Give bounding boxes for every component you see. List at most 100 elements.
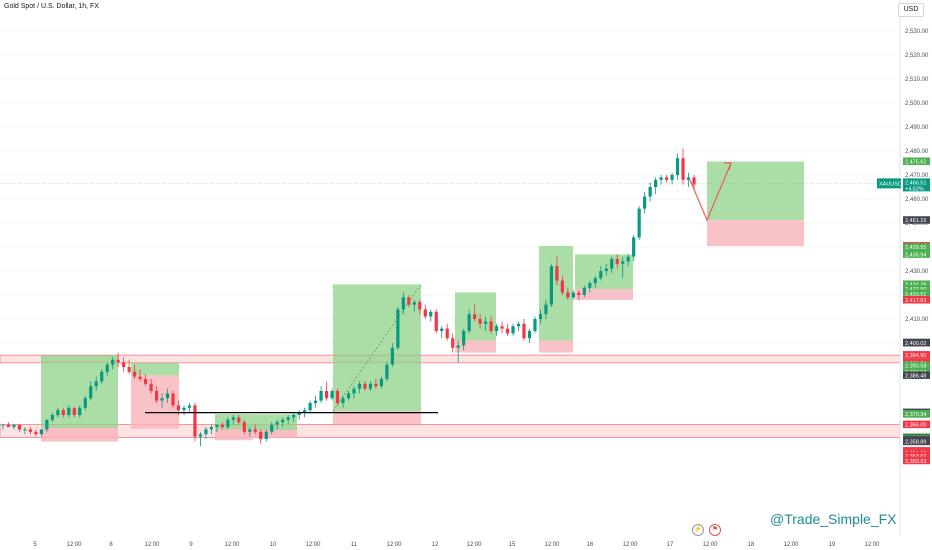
candle-body — [659, 177, 663, 180]
loss-zone — [131, 375, 179, 429]
candle-body — [681, 158, 685, 180]
candle-body — [555, 266, 559, 281]
price-label-box — [903, 295, 930, 304]
x-tick-label: 12:00 — [224, 542, 240, 548]
y-tick-label: 2,510.00 — [905, 77, 929, 83]
candle-body — [292, 415, 296, 418]
candle-body — [286, 417, 290, 420]
candle-body — [264, 431, 268, 439]
candle-body — [324, 391, 329, 399]
x-tick-label: 19 — [829, 542, 836, 548]
candle-body — [116, 359, 120, 363]
candle-body — [692, 177, 696, 185]
candle-body — [610, 259, 614, 269]
candle-body — [100, 371, 104, 382]
candle-body — [72, 407, 76, 415]
watermark: @Trade_Simple_FX — [770, 511, 897, 527]
candle-body — [198, 434, 203, 437]
price-label: 2,451.15 — [905, 218, 926, 224]
x-tick-label: 18 — [748, 542, 755, 548]
price-labels: 2,475.622,451.152,440.382,439.952,436.94… — [877, 157, 930, 465]
price-label: 2,394.90 — [905, 353, 926, 359]
candle-body — [484, 321, 488, 324]
trade-arrow-head — [724, 162, 732, 171]
x-tick-label: 12:00 — [144, 542, 160, 548]
candle-body — [566, 292, 570, 298]
candle-body — [478, 319, 482, 324]
candle-body — [204, 429, 208, 435]
candle-body — [588, 283, 592, 288]
candle-body — [237, 417, 241, 423]
calendar-flag-icon[interactable]: ⚑ — [709, 524, 721, 536]
price-label-box — [903, 243, 930, 251]
candle-body — [396, 309, 400, 348]
x-tick-label: 10 — [270, 542, 277, 548]
y-tick-label: 2,470.00 — [905, 173, 929, 179]
candle-body — [187, 405, 192, 408]
loss-zone — [215, 429, 253, 441]
candle-body — [648, 187, 652, 197]
candle-body — [582, 287, 586, 295]
x-tick-label: 9 — [189, 542, 193, 548]
candle-body — [94, 381, 98, 387]
y-tick-label: 2,480.00 — [905, 149, 929, 155]
candle-body — [193, 405, 197, 437]
candle-body — [560, 280, 564, 293]
x-tick-label: 12 — [432, 542, 439, 548]
price-label-box — [903, 410, 930, 418]
candle-body — [489, 321, 493, 331]
drawing-overlay — [0, 162, 900, 414]
candle-body — [363, 383, 367, 389]
candle-body — [28, 429, 33, 432]
price-label-box — [903, 285, 930, 293]
candle-body — [401, 297, 405, 310]
candle-body — [308, 403, 312, 411]
price-label-box — [903, 338, 930, 347]
candle-body — [1, 424, 5, 426]
lightning-icon[interactable]: ⚡ — [692, 524, 704, 536]
currency-selector[interactable]: USD — [898, 3, 924, 17]
candle-body — [494, 326, 499, 331]
candle-body — [127, 367, 131, 372]
price-label: 2,400.02 — [905, 341, 926, 347]
x-tick-label: 12:00 — [544, 542, 560, 548]
price-label: 2,370.34 — [905, 412, 926, 418]
candle-body — [270, 424, 274, 432]
loss-zone — [455, 340, 496, 353]
x-tick-label: 12:00 — [386, 542, 402, 548]
candle-body — [505, 328, 510, 334]
zone-diagonal — [332, 284, 422, 412]
price-label: 2,475.62 — [905, 160, 926, 166]
candle-body — [577, 292, 581, 295]
candle-body — [451, 338, 455, 348]
candle-body — [467, 314, 471, 331]
candle-body — [643, 196, 647, 209]
candle-body — [105, 364, 109, 372]
candle-body — [50, 415, 54, 420]
candle-body — [259, 431, 263, 439]
loss-zone — [707, 220, 804, 247]
candle-body — [6, 424, 11, 427]
loss-zone — [539, 340, 573, 353]
candle-body — [45, 419, 49, 430]
candle-body — [39, 429, 43, 435]
candle-body — [111, 359, 115, 365]
x-tick-label: 12:00 — [66, 542, 82, 548]
price-label: 2,350.93 — [905, 459, 926, 465]
profit-zone — [253, 414, 297, 431]
x-tick-label: 12:00 — [466, 542, 482, 548]
candle-body — [390, 347, 394, 365]
candle-body — [599, 271, 603, 279]
candle-body — [385, 364, 389, 379]
candle-body — [374, 383, 378, 387]
candle-body — [407, 297, 411, 305]
candle-body — [275, 422, 279, 425]
x-tick-label: 17 — [667, 542, 674, 548]
candle-body — [220, 424, 224, 427]
loss-zone — [575, 289, 633, 301]
price-label: 2,390.58 — [905, 364, 926, 370]
candle-body — [56, 410, 60, 415]
x-tick-label: 16 — [587, 542, 594, 548]
candle-body — [154, 391, 159, 401]
